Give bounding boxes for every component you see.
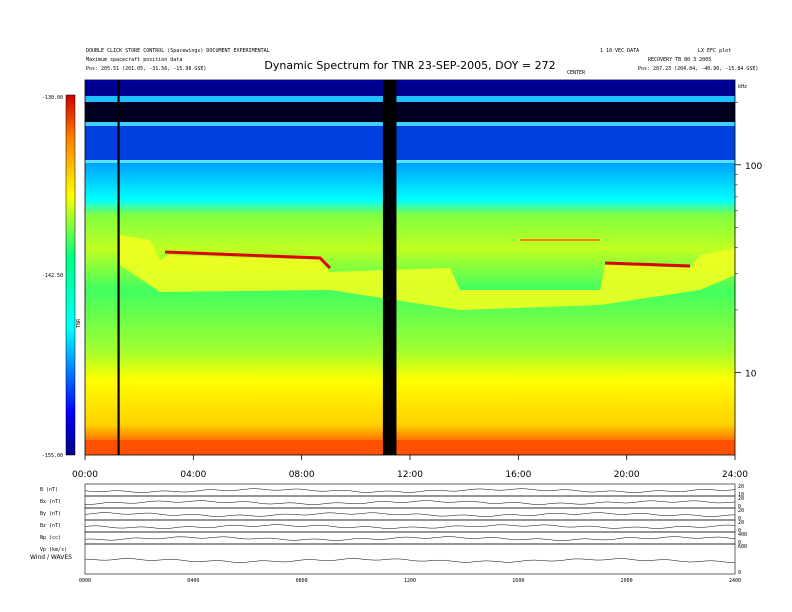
x-tick-label: 16:00 xyxy=(505,470,531,480)
top-band-4 xyxy=(85,122,735,126)
colorbar-ticks: -130.00 -142.50 -155.00 xyxy=(42,95,63,459)
lower-x-tick-label: 2400 xyxy=(729,578,741,584)
x-tick-label: 24:00 xyxy=(722,470,748,480)
lower-panel-label: Np (cc) xyxy=(40,535,61,541)
marker-label: CENTER xyxy=(567,70,586,76)
lower-panel-trace xyxy=(84,512,736,517)
lower-panel-trace xyxy=(84,488,736,493)
lower-x-tick-label: 2000 xyxy=(621,578,633,584)
lower-x-tick-label: 1600 xyxy=(512,578,524,584)
data-gaps xyxy=(117,80,397,455)
lower-panel-tick: 0 xyxy=(738,516,741,522)
x-tick-label: 08:00 xyxy=(289,470,315,480)
lower-panel-tick: 20 xyxy=(738,496,744,502)
lower-panel-tick: 20 xyxy=(738,520,744,526)
header-left-2: Maximum spacecraft position data xyxy=(86,57,182,63)
spectrogram-panel xyxy=(84,79,736,456)
lower-panel-tick: 600 xyxy=(738,544,747,550)
top-band-5 xyxy=(85,126,735,160)
top-band-6 xyxy=(85,160,735,163)
lower-panel-tick: 20 xyxy=(738,508,744,514)
header-left-3: Pos: 205.51 (201.05, -31.56, -15.98 GSE) xyxy=(86,66,206,72)
y-tick-label: 100 xyxy=(745,162,762,172)
colorbar-tick-label: -130.00 xyxy=(42,95,63,101)
plasma-line-1 xyxy=(164,250,332,270)
plasma-region xyxy=(120,235,735,310)
data-gap-0 xyxy=(117,80,120,455)
plasma-line-2 xyxy=(604,261,691,268)
lower-x-tick-label: 0800 xyxy=(296,578,308,584)
header-right-4: Pos: 207.23 (204.84, -40.90, -15.84 GSE) xyxy=(638,66,758,72)
x-tick-label: 00:00 xyxy=(72,470,98,480)
chart-title: Dynamic Spectrum for TNR 23-SEP-2005, DO… xyxy=(264,59,555,72)
lower-panel-label: Bx (nT) xyxy=(40,499,61,505)
top-band-1 xyxy=(85,82,735,96)
lower-panel-trace xyxy=(84,558,736,563)
lower-panel-label: Bz (nT) xyxy=(40,523,61,529)
x-tick-label: 12:00 xyxy=(397,470,423,480)
lower-panel-tick: 0 xyxy=(738,570,741,576)
colorbar-label: TNR xyxy=(76,318,82,328)
header-right-3: RECOVERY TB 80 3 2005 xyxy=(648,57,711,63)
header-right-1: 1 10 VEC DATA xyxy=(600,48,639,54)
top-band-2 xyxy=(85,96,735,102)
colorbar xyxy=(65,94,76,456)
frequency-unit: kHz xyxy=(738,84,747,90)
lower-panel-trace xyxy=(84,536,736,541)
lower-panel-tick: 0 xyxy=(738,540,741,546)
lower-panel-label: B (nT) xyxy=(40,487,58,493)
lower-panel-frame xyxy=(84,543,736,575)
lower-panel-label: By (nT) xyxy=(40,511,61,517)
lower-x-tick-label: 0000 xyxy=(79,578,91,584)
x-tick-label: 04:00 xyxy=(180,470,206,480)
colorbar-tick-label: -142.50 xyxy=(42,273,63,279)
lower-panel-label: Vp (km/s) xyxy=(40,547,67,553)
lower-panel-tick: 0 xyxy=(738,504,741,510)
lower-time-axis: 0000 0400 0800 1200 1600 2000 2400 xyxy=(79,578,741,584)
lower-panel-trace xyxy=(84,524,736,529)
lower-panel-tick: 20 xyxy=(738,484,744,490)
frequency-axis: 100 10 xyxy=(735,102,762,379)
x-tick-label: 20:00 xyxy=(614,470,640,480)
lower-x-tick-label: 0400 xyxy=(187,578,199,584)
data-gap-1 xyxy=(382,80,397,455)
lower-panel-tick: 0 xyxy=(738,528,741,534)
lower-panel-trace xyxy=(85,500,736,505)
header-right-2: LX EFC plot xyxy=(698,48,731,54)
lower-panel-tick: 400 xyxy=(738,532,747,538)
lower-panel-frame xyxy=(84,483,736,497)
lower-x-tick-label: 1200 xyxy=(404,578,416,584)
y-tick-label: 10 xyxy=(745,369,757,379)
bottom-band xyxy=(85,440,735,455)
lower-panel-frame xyxy=(84,519,736,533)
header-left-1: DOUBLE CLICK STORE CONTROL (Spacewings) … xyxy=(86,48,270,54)
top-band-3 xyxy=(85,102,735,122)
lower-panel-tick: 10 xyxy=(738,492,744,498)
footer-label: Wind / WAVES xyxy=(30,554,72,561)
time-axis: 00:00 04:00 08:00 12:00 16:00 20:00 24:00 xyxy=(72,455,748,480)
colorbar-tick-label: -155.00 xyxy=(42,453,63,459)
